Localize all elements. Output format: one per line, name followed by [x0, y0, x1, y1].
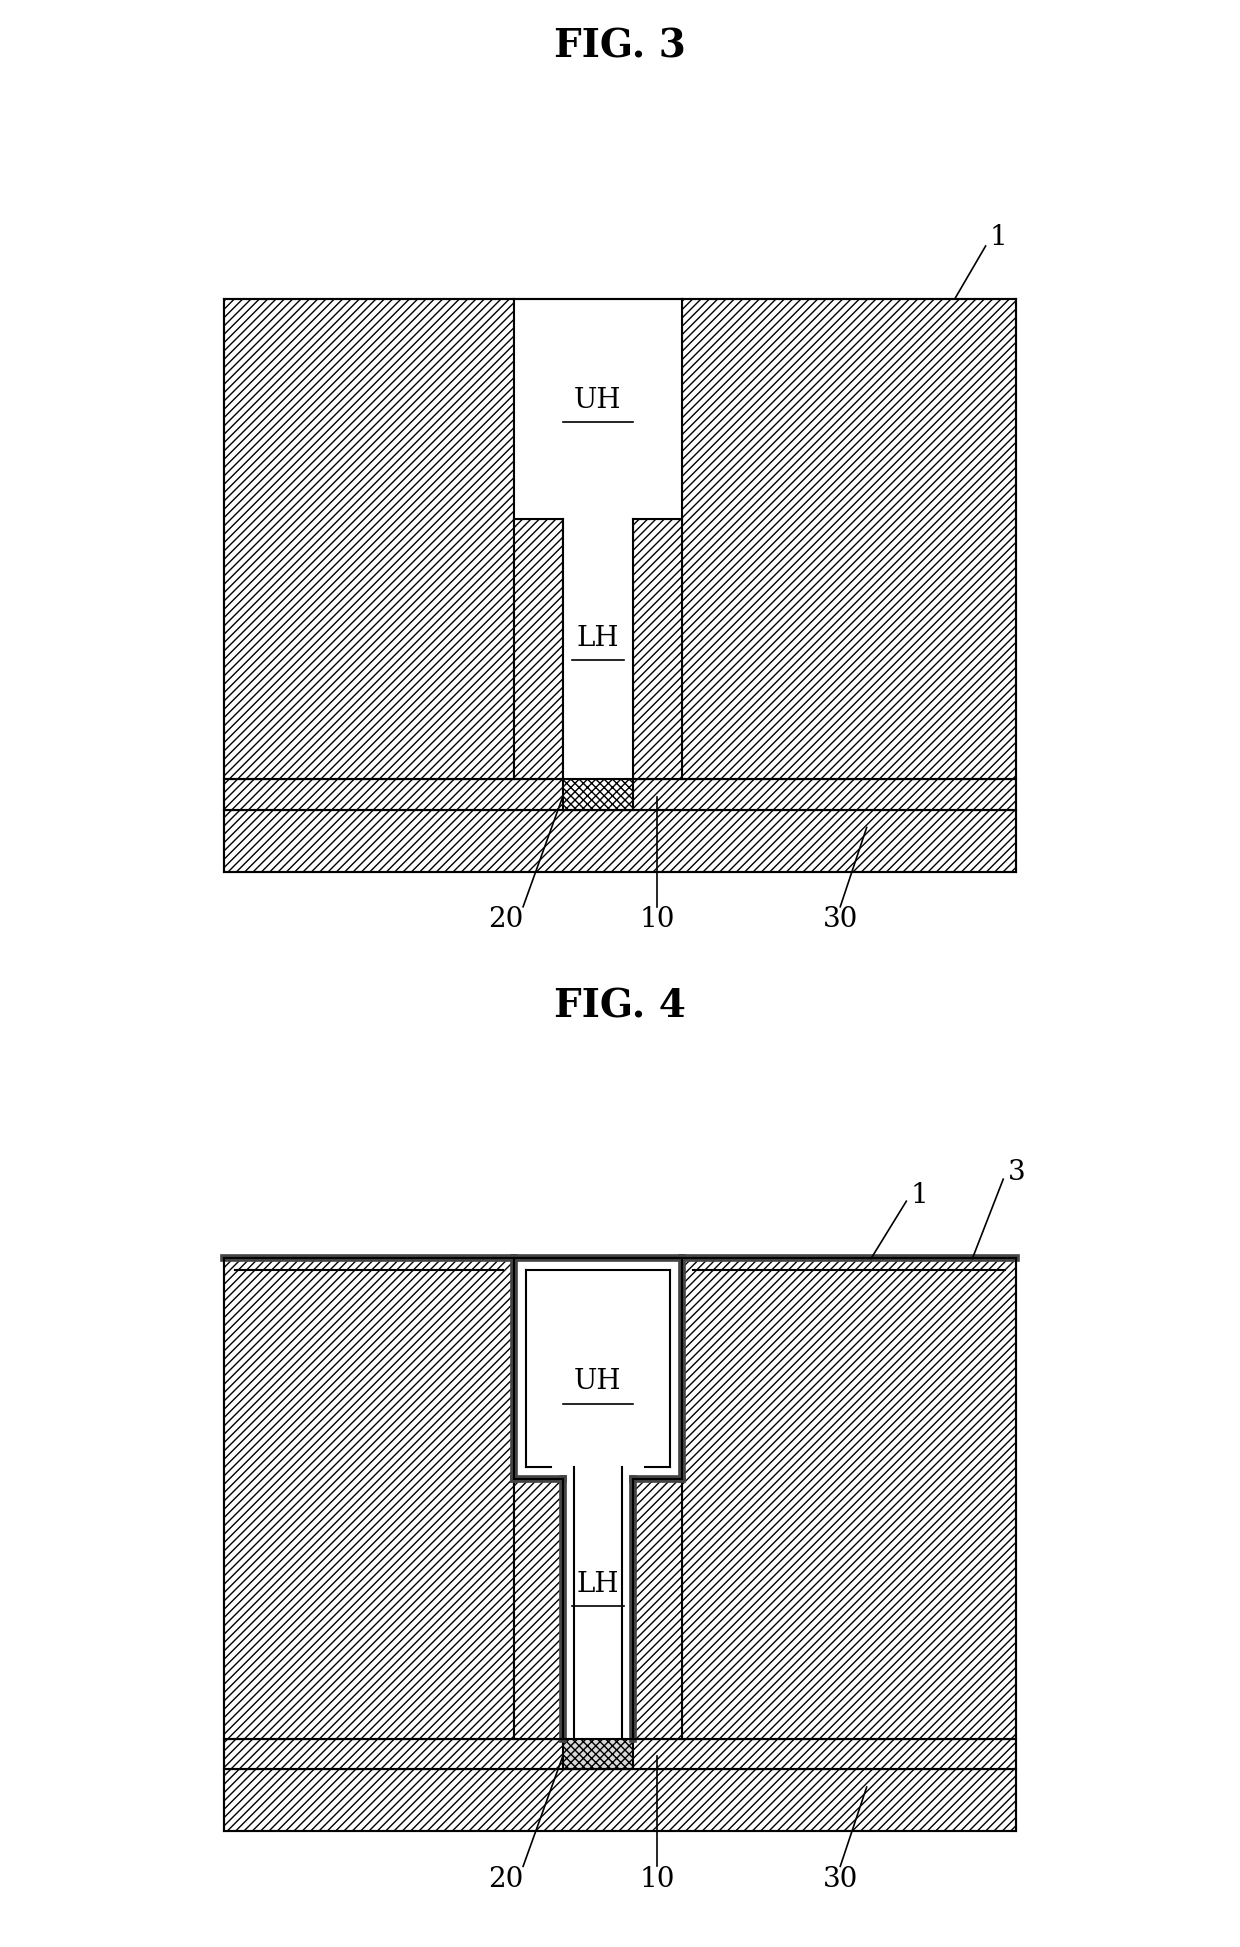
Text: 30: 30 — [822, 1865, 858, 1892]
Bar — [634, 520, 682, 779]
Bar — [682, 1258, 1017, 1739]
Bar — [223, 1739, 1017, 1770]
Text: 3: 3 — [1008, 1158, 1025, 1186]
Text: LH: LH — [577, 1571, 619, 1598]
Bar — [563, 779, 634, 810]
Text: 20: 20 — [487, 1865, 523, 1892]
Text: UH: UH — [574, 1369, 621, 1396]
Bar — [563, 1729, 634, 1770]
Bar — [515, 1478, 563, 1739]
Title: FIG. 4: FIG. 4 — [554, 987, 686, 1026]
Bar — [223, 1258, 515, 1739]
Bar — [223, 810, 1017, 872]
Bar — [515, 520, 563, 779]
Text: LH: LH — [577, 625, 619, 652]
Text: 1: 1 — [990, 224, 1008, 251]
Text: 10: 10 — [640, 1865, 675, 1892]
Bar — [223, 1770, 1017, 1830]
Bar — [682, 298, 1017, 779]
Text: 1: 1 — [910, 1182, 929, 1209]
Bar — [634, 1478, 682, 1739]
Text: 30: 30 — [822, 907, 858, 933]
Title: FIG. 3: FIG. 3 — [554, 27, 686, 66]
Polygon shape — [515, 298, 682, 779]
Text: 10: 10 — [640, 907, 675, 933]
Bar — [223, 779, 1017, 810]
Text: UH: UH — [574, 387, 621, 413]
Text: 20: 20 — [487, 907, 523, 933]
Bar — [223, 298, 515, 779]
Polygon shape — [515, 1258, 682, 1739]
